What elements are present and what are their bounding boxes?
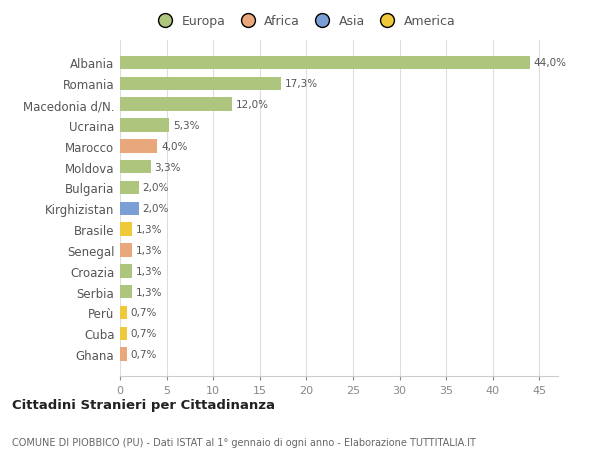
Bar <box>120 56 530 70</box>
Text: 2,0%: 2,0% <box>142 183 169 193</box>
Text: 2,0%: 2,0% <box>142 204 169 214</box>
Bar <box>120 202 139 216</box>
Text: 17,3%: 17,3% <box>285 79 318 89</box>
Bar <box>120 119 169 133</box>
Bar <box>120 181 139 195</box>
Bar <box>120 264 132 278</box>
Bar <box>120 244 132 257</box>
Text: 3,3%: 3,3% <box>154 162 181 172</box>
Text: Cittadini Stranieri per Cittadinanza: Cittadini Stranieri per Cittadinanza <box>12 398 275 412</box>
Text: 4,0%: 4,0% <box>161 141 187 151</box>
Text: 0,7%: 0,7% <box>130 308 157 318</box>
Bar <box>120 140 157 153</box>
Text: 44,0%: 44,0% <box>534 58 567 68</box>
Text: 0,7%: 0,7% <box>130 349 157 359</box>
Bar <box>120 285 132 299</box>
Bar <box>120 223 132 236</box>
Text: 1,3%: 1,3% <box>136 224 163 235</box>
Bar <box>120 161 151 174</box>
Bar <box>120 98 232 112</box>
Bar <box>120 347 127 361</box>
Text: 1,3%: 1,3% <box>136 266 163 276</box>
Text: COMUNE DI PIOBBICO (PU) - Dati ISTAT al 1° gennaio di ogni anno - Elaborazione T: COMUNE DI PIOBBICO (PU) - Dati ISTAT al … <box>12 437 476 447</box>
Text: 1,3%: 1,3% <box>136 246 163 255</box>
Text: 0,7%: 0,7% <box>130 329 157 339</box>
Text: 1,3%: 1,3% <box>136 287 163 297</box>
Bar <box>120 306 127 319</box>
Text: 5,3%: 5,3% <box>173 121 200 131</box>
Text: 12,0%: 12,0% <box>236 100 269 110</box>
Bar <box>120 327 127 341</box>
Legend: Europa, Africa, Asia, America: Europa, Africa, Asia, America <box>152 16 455 28</box>
Bar <box>120 77 281 91</box>
